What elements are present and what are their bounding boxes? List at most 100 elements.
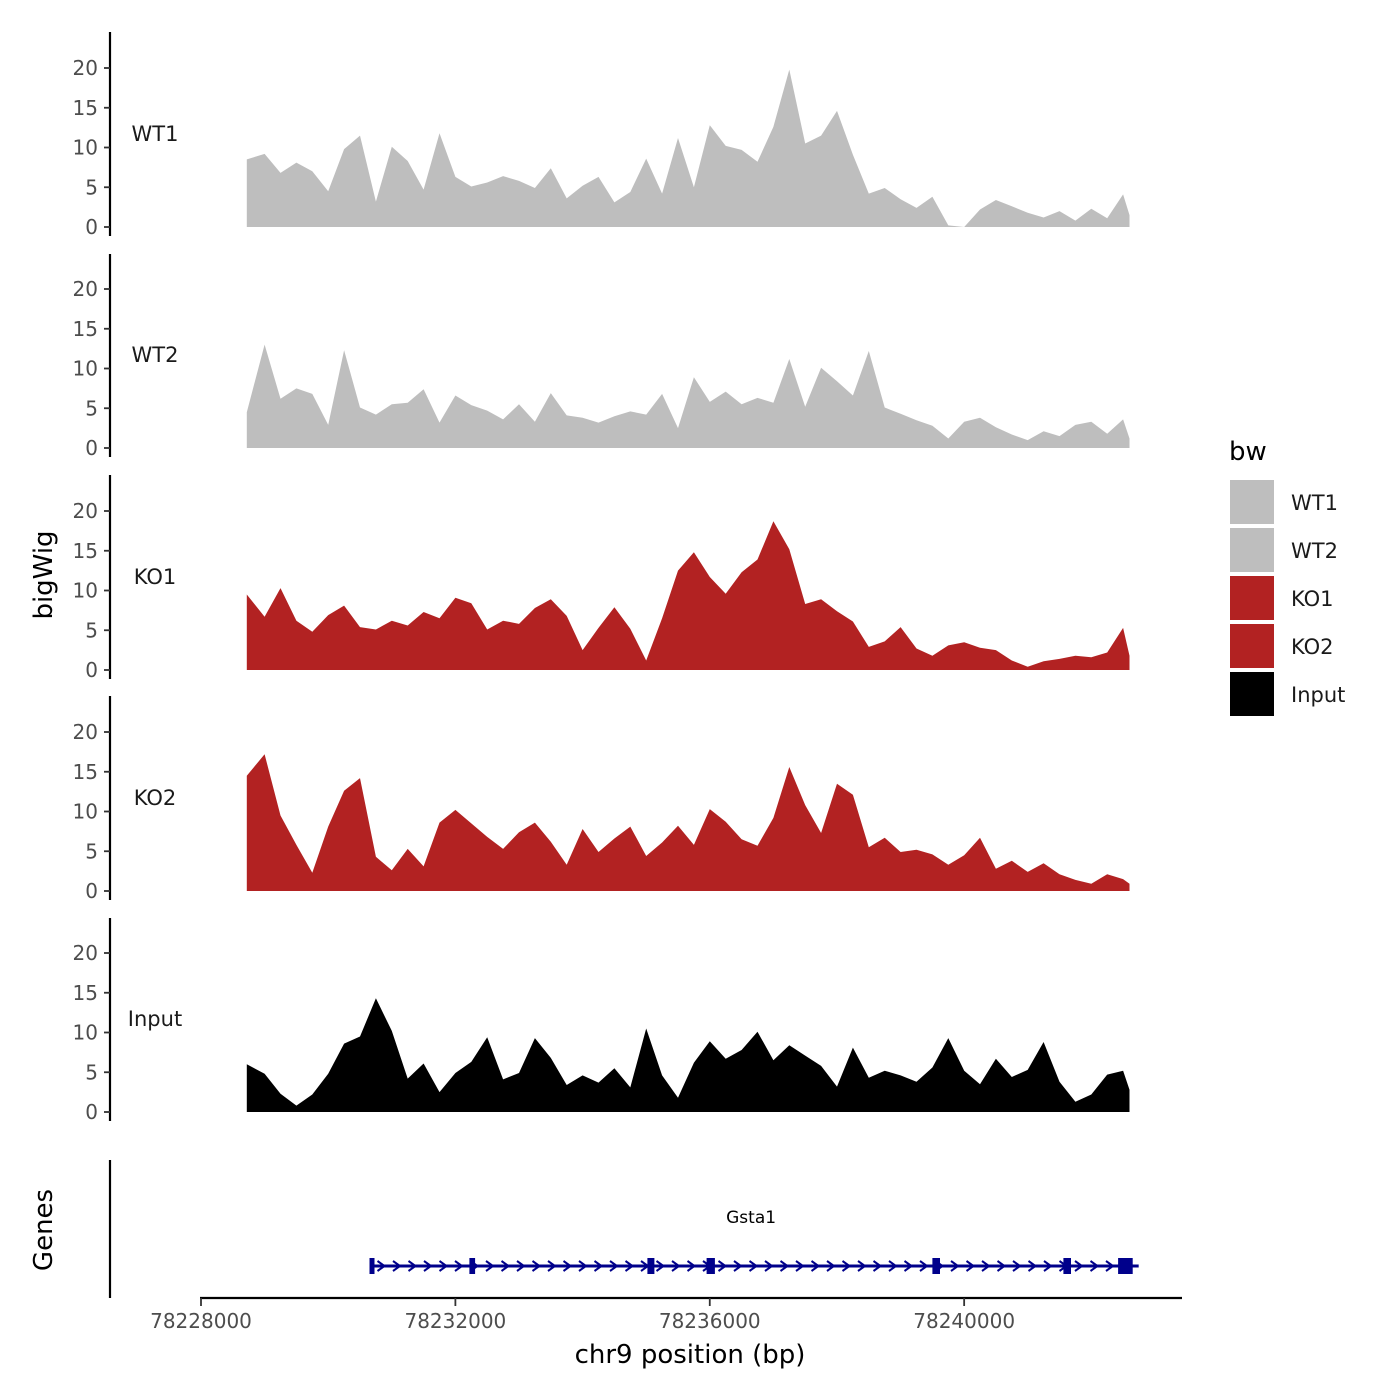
y-tick-label: 15 — [73, 539, 98, 563]
y-tick-label: 20 — [73, 941, 98, 965]
x-tick-label: 78232000 — [404, 1309, 506, 1333]
y-tick-label: 0 — [85, 1100, 98, 1124]
legend-key-ko2 — [1230, 624, 1274, 668]
strand-chevron — [516, 1260, 526, 1272]
y-tick-label: 15 — [73, 981, 98, 1005]
legend-label-wt2: WT2 — [1291, 539, 1338, 563]
legend-title: bw — [1229, 437, 1267, 467]
y-tick-label: 10 — [73, 357, 98, 381]
track-label-ko1: KO1 — [134, 565, 177, 589]
strand-chevron — [1074, 1260, 1084, 1272]
legend-key-wt2 — [1230, 528, 1274, 572]
y-axis-title: bigWig — [29, 530, 59, 619]
track-wt2: 0 5 10 15 20 WT2 — [73, 254, 1130, 460]
x-tick-label: 78236000 — [659, 1309, 761, 1333]
y-tick-label: 5 — [85, 175, 98, 199]
strand-chevron — [764, 1260, 774, 1272]
legend-label-input: Input — [1291, 683, 1345, 707]
legend: WT1 WT2 KO1 KO2 Input — [1230, 480, 1345, 716]
y-tick-label: 20 — [73, 56, 98, 80]
strand-chevron — [593, 1260, 604, 1272]
track-wt1: 0 5 10 15 20 WT1 — [73, 32, 1130, 239]
strand-chevron — [531, 1260, 542, 1272]
y-tick-label: 5 — [85, 1060, 98, 1084]
y-tick-label: 0 — [85, 879, 98, 903]
x-axis: 78228000 78232000 78236000 78240000 — [150, 1296, 1182, 1333]
strand-chevron — [376, 1260, 387, 1272]
legend-key-ko1 — [1230, 576, 1274, 620]
strand-chevron — [888, 1260, 898, 1272]
strand-chevron — [733, 1260, 743, 1272]
gene-panel: Gsta1 — [108, 1160, 1139, 1298]
strand-chevron — [454, 1260, 464, 1272]
y-tick-label: 20 — [73, 720, 98, 744]
y-tick-label: 20 — [73, 277, 98, 301]
y-tick-label: 0 — [85, 436, 98, 460]
strand-chevron — [407, 1260, 418, 1272]
bigwig-tracks: 0 5 10 15 20 WT1 0 5 10 15 20 WT2 0 5 10 15 20 KO1 0 5 10 15 2… — [73, 32, 1130, 1124]
strand-chevron — [965, 1260, 976, 1272]
strand-chevron — [562, 1260, 573, 1272]
y-tick-label: 15 — [73, 96, 98, 120]
track-ko2: 0 5 10 15 20 KO2 — [73, 696, 1130, 903]
legend-label-wt1: WT1 — [1291, 491, 1338, 515]
gene-exon — [932, 1258, 940, 1274]
y-tick-label: 20 — [73, 499, 98, 523]
strand-chevron — [996, 1260, 1007, 1272]
strand-chevron — [981, 1260, 991, 1272]
strand-chevron — [1105, 1260, 1115, 1272]
strand-chevron — [748, 1260, 759, 1272]
strand-chevron — [1089, 1260, 1100, 1272]
strand-chevron — [609, 1260, 619, 1272]
strand-chevron — [686, 1260, 697, 1272]
gene-exon — [647, 1258, 655, 1274]
gene-exon — [1118, 1258, 1133, 1274]
strand-chevron — [950, 1260, 960, 1272]
gene-name-label: Gsta1 — [726, 1208, 776, 1228]
strand-chevron — [423, 1260, 433, 1272]
strand-chevron — [810, 1260, 821, 1272]
strand-chevron — [826, 1260, 836, 1272]
legend-key-input — [1230, 672, 1274, 716]
area-ko2 — [246, 754, 1130, 891]
y-tick-label: 10 — [73, 136, 98, 160]
track-label-wt1: WT1 — [132, 122, 179, 146]
y-tick-label: 15 — [73, 760, 98, 784]
area-wt1 — [246, 69, 1130, 227]
area-input — [246, 998, 1130, 1112]
strand-chevron — [438, 1260, 449, 1272]
strand-chevron — [872, 1260, 883, 1272]
y-tick-label: 10 — [73, 1021, 98, 1045]
area-wt2 — [246, 344, 1130, 448]
strand-chevron — [779, 1260, 790, 1272]
strand-chevron — [547, 1260, 557, 1272]
track-label-input: Input — [128, 1007, 182, 1031]
x-tick-label: 78228000 — [150, 1309, 252, 1333]
strand-chevron — [1027, 1260, 1038, 1272]
legend-label-ko2: KO2 — [1291, 635, 1334, 659]
area-ko1 — [246, 521, 1130, 670]
strand-chevron — [1012, 1260, 1022, 1272]
x-tick-label: 78240000 — [913, 1309, 1015, 1333]
gene-exon — [706, 1258, 715, 1274]
legend-key-wt1 — [1230, 480, 1274, 524]
strand-chevron — [500, 1260, 511, 1272]
strand-chevron — [857, 1260, 867, 1272]
track-label-wt2: WT2 — [132, 343, 179, 367]
strand-chevron — [919, 1260, 929, 1272]
y-tick-label: 10 — [73, 800, 98, 824]
strand-chevron — [485, 1260, 495, 1272]
strand-chevron — [671, 1260, 681, 1272]
gene-exon — [469, 1258, 476, 1274]
strand-chevron — [655, 1260, 666, 1272]
genes-axis-title: Genes — [29, 1189, 59, 1271]
y-tick-label: 0 — [85, 215, 98, 239]
y-tick-label: 10 — [73, 579, 98, 603]
x-axis-title: chr9 position (bp) — [575, 1340, 806, 1370]
track-label-ko2: KO2 — [134, 786, 177, 810]
y-tick-label: 5 — [85, 839, 98, 863]
strand-chevron — [717, 1260, 728, 1272]
gene-exon — [1063, 1258, 1071, 1274]
strand-chevron — [1043, 1260, 1053, 1272]
